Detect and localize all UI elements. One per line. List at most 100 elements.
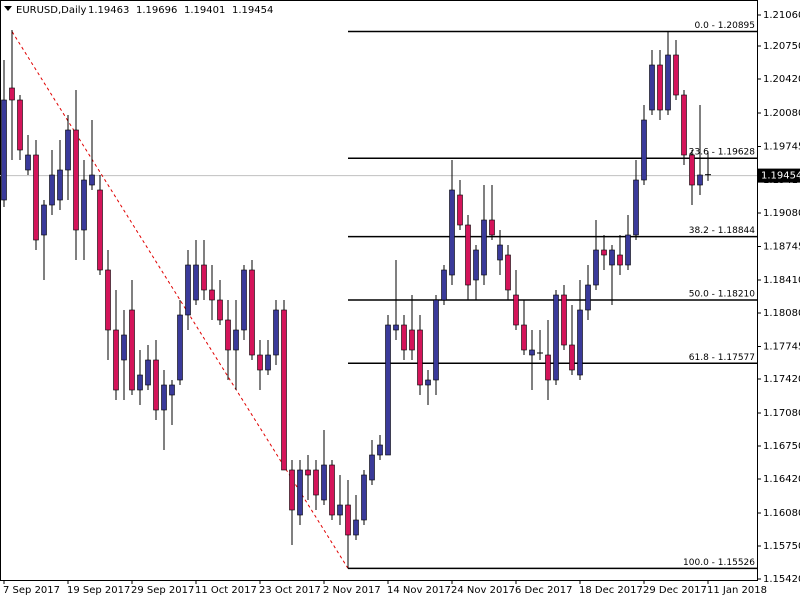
candle-body: [577, 309, 583, 376]
candle-body: [209, 289, 215, 301]
candle-body: [265, 354, 271, 371]
candle-body: [529, 349, 535, 356]
current-price-label: 1.19454: [761, 171, 800, 182]
candle-body: [81, 179, 87, 231]
candle-body: [385, 324, 391, 456]
symbol: EURUSD,Daily: [16, 5, 87, 16]
candle-body: [401, 324, 407, 351]
candle-body: [177, 314, 183, 381]
fib-label: 100.0 - 1.15526: [683, 558, 755, 568]
candle-body: [281, 309, 287, 471]
x-tick-label: 24 Nov 2017: [451, 585, 515, 596]
candle-body: [137, 374, 143, 391]
candle-body: [1, 99, 7, 201]
x-tick-label: 11 Oct 2017: [195, 585, 257, 596]
candle-body: [369, 454, 375, 481]
candle-body: [377, 444, 383, 456]
candle-body: [673, 54, 679, 96]
candle-body: [513, 294, 519, 326]
candle-body: [561, 294, 567, 346]
x-tick-label: 18 Dec 2017: [579, 585, 643, 596]
title-close: 1.19454: [232, 5, 273, 16]
candle-body: [313, 469, 319, 496]
candle-body: [145, 359, 151, 386]
plot-frame: [0, 0, 758, 581]
candle-body: [289, 469, 295, 511]
candle-body: [465, 224, 471, 286]
candle-body: [305, 469, 311, 476]
candle-body: [105, 269, 111, 331]
candle-body: [553, 294, 559, 381]
x-tick-label: 19 Sep 2017: [67, 585, 130, 596]
candle-body: [17, 99, 23, 151]
candle-body: [273, 309, 279, 356]
candle-body: [129, 309, 135, 391]
candle-body: [569, 344, 575, 371]
y-tick-label: 1.21060: [763, 10, 800, 21]
x-tick-label: 14 Nov 2017: [387, 585, 451, 596]
y-tick-label: 1.20420: [763, 74, 800, 85]
x-tick-label: 29 Dec 2017: [643, 585, 707, 596]
candle-body: [593, 249, 599, 286]
candle-body: [233, 329, 239, 351]
x-tick-label: 2 Nov 2017: [323, 585, 381, 596]
candle-body: [297, 469, 303, 516]
candle-body: [681, 94, 687, 156]
y-tick-label: 1.19080: [763, 208, 800, 219]
candle-body: [649, 64, 655, 111]
y-tick-label: 1.18410: [763, 275, 800, 286]
candle-body: [25, 154, 31, 171]
current-price-box: [757, 168, 800, 183]
menu-arrow[interactable]: [4, 6, 12, 11]
candle-body: [689, 154, 695, 186]
candle-body: [201, 264, 207, 291]
candle-body: [185, 264, 191, 316]
candle-body: [353, 519, 359, 536]
y-tick-label: 1.15750: [763, 541, 800, 552]
y-tick-label: 1.20750: [763, 41, 800, 52]
title-high: 1.19696: [136, 5, 177, 16]
candle-body: [665, 54, 671, 111]
candle-body: [121, 334, 127, 361]
candle-body: [361, 474, 367, 521]
candle-body: [489, 219, 495, 236]
fib-label: 38.2 - 1.18844: [689, 226, 755, 236]
y-tick-label: 1.18080: [763, 308, 800, 319]
candle-body: [393, 324, 399, 331]
candle-body: [153, 359, 159, 411]
y-tick-label: 1.17080: [763, 408, 800, 419]
y-tick-label: 1.20080: [763, 108, 800, 119]
candle-body: [337, 504, 343, 516]
candle-body: [481, 219, 487, 276]
y-tick-label: 1.18745: [763, 242, 800, 253]
candle-body: [617, 254, 623, 266]
candle-body: [633, 179, 639, 236]
y-tick-label: 1.15420: [763, 574, 800, 585]
candle-body: [321, 464, 327, 501]
candle-body: [505, 254, 511, 291]
candle-body: [193, 264, 199, 301]
candle-body: [657, 64, 663, 111]
candle-body: [521, 324, 527, 351]
candle-body: [433, 299, 439, 381]
candle-body: [457, 194, 463, 226]
title-open: 1.19463: [88, 5, 129, 16]
candle-body: [497, 244, 503, 261]
fib-label: 0.0 - 1.20895: [695, 21, 756, 31]
fib-label: 61.8 - 1.17577: [689, 353, 755, 363]
candle-body: [625, 234, 631, 266]
x-tick-label: 7 Sep 2017: [3, 585, 60, 596]
candle-body: [601, 249, 607, 256]
fib-label: 50.0 - 1.18210: [689, 290, 755, 300]
title-low: 1.19401: [184, 5, 225, 16]
candle-body: [417, 329, 423, 386]
candle-body: [57, 169, 63, 201]
y-tick-label: 1.16420: [763, 474, 800, 485]
y-tick-label: 1.17745: [763, 342, 800, 353]
y-tick-label: 1.19745: [763, 142, 800, 153]
x-tick-label: 29 Sep 2017: [131, 585, 194, 596]
candle-body: [609, 249, 615, 266]
candle-body: [345, 504, 351, 536]
